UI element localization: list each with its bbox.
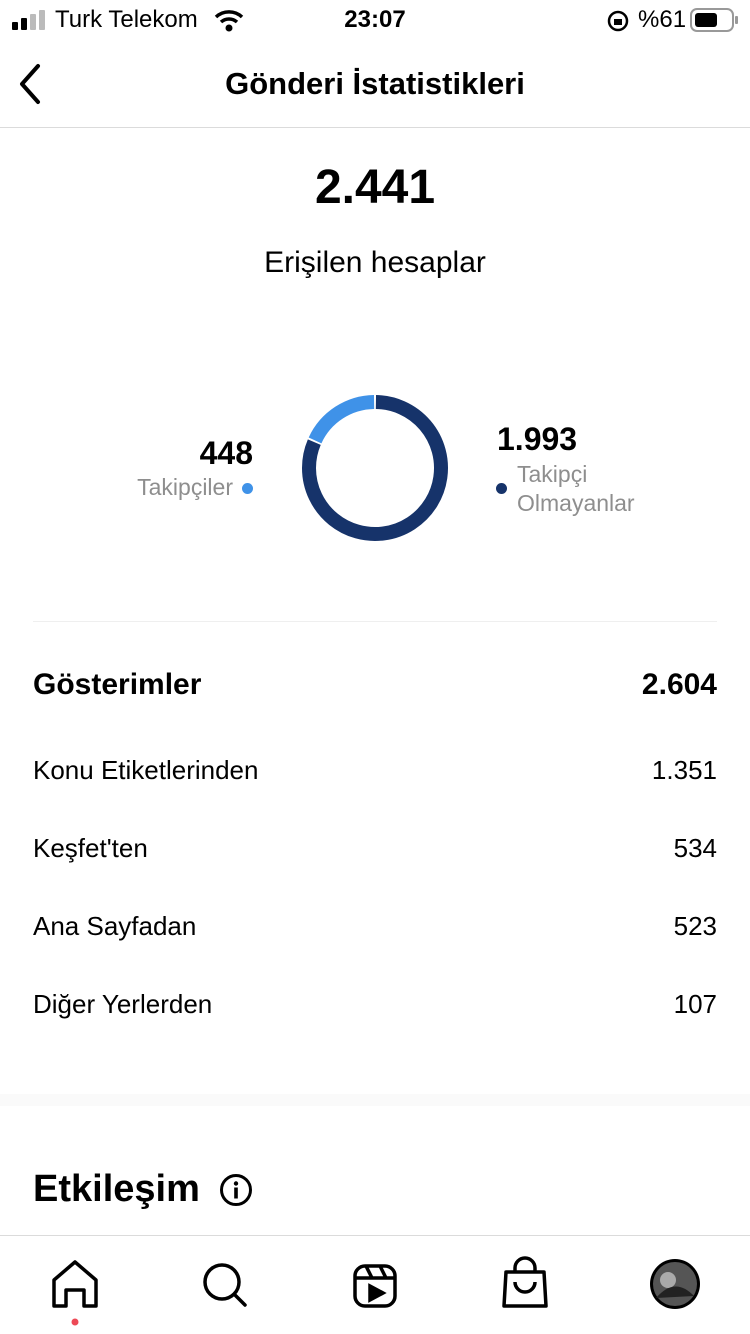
info-button[interactable] <box>219 1173 253 1207</box>
shop-tab[interactable] <box>502 1256 548 1308</box>
non-follower-label: Takipçi Olmayanlar <box>517 461 635 516</box>
search-tab[interactable] <box>203 1263 247 1307</box>
carrier: Turk Telekom <box>55 6 198 33</box>
row-label: Diğer Yerlerden <box>33 989 213 1019</box>
reach-total: 2.441 <box>314 161 436 214</box>
legend-dot <box>496 483 507 494</box>
wifi-icon <box>214 10 244 32</box>
tab-bar <box>52 1256 700 1326</box>
rotation-lock-icon <box>607 10 629 32</box>
engagement-title: Etkileşim <box>33 1168 200 1210</box>
row-label: Keşfet'ten <box>33 833 148 863</box>
follower-count: 448 <box>199 435 253 471</box>
non-follower-count: 1.993 <box>497 421 578 457</box>
header-title: Gönderi İstatistikleri <box>225 66 525 101</box>
battery-percent: %61 <box>638 6 687 33</box>
divider <box>0 127 750 128</box>
signal-icon <box>12 10 45 30</box>
row-label: Ana Sayfadan <box>33 911 197 941</box>
reels-tab[interactable] <box>353 1264 397 1308</box>
donut-chart <box>302 395 448 541</box>
row-value: 534 <box>673 833 717 863</box>
clock: 23:07 <box>344 6 406 33</box>
reach-label: Erişilen hesaplar <box>264 246 486 279</box>
impressions-title: Gösterimler <box>33 668 202 701</box>
notification-dot <box>71 1318 79 1326</box>
legend-dot <box>242 483 253 494</box>
follower-label: Takipçiler <box>137 474 233 500</box>
row-value: 523 <box>673 911 717 941</box>
back-button[interactable] <box>14 62 48 106</box>
section-gap <box>0 1094 750 1106</box>
donut-segment <box>308 395 375 444</box>
row-value: 1.351 <box>651 755 717 785</box>
impressions-total: 2.604 <box>641 668 717 701</box>
row-label: Konu Etiketlerinden <box>33 755 259 785</box>
row-value: 107 <box>673 989 717 1019</box>
divider <box>33 621 717 622</box>
nav-divider <box>0 1235 750 1236</box>
donut-segment <box>302 395 448 541</box>
battery-icon <box>690 8 738 32</box>
profile-tab[interactable] <box>650 1259 700 1309</box>
home-tab[interactable] <box>52 1260 98 1308</box>
